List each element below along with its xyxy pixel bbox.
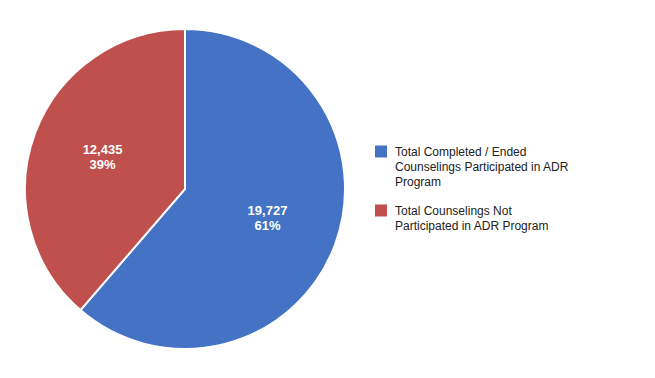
data-label: 19,72761% bbox=[248, 204, 288, 234]
legend: Total Completed / EndedCounselings Parti… bbox=[375, 145, 569, 233]
legend-item: Total Completed / EndedCounselings Parti… bbox=[375, 145, 569, 189]
chart: 19,72761% 12,43539% Total Completed / Ende… bbox=[0, 0, 655, 378]
legend-swatch bbox=[375, 205, 387, 217]
data-label: 12,43539% bbox=[83, 142, 123, 172]
data-labels: 19,72761% 12,43539% bbox=[83, 142, 288, 233]
legend-label: Total Completed / EndedCounselings Parti… bbox=[395, 145, 569, 189]
pie bbox=[25, 29, 345, 349]
legend-label: Total Counselings NotParticipated in ADR… bbox=[395, 204, 548, 233]
legend-item: Total Counselings NotParticipated in ADR… bbox=[375, 204, 548, 233]
pie-slice bbox=[25, 29, 185, 310]
legend-swatch bbox=[375, 146, 387, 158]
